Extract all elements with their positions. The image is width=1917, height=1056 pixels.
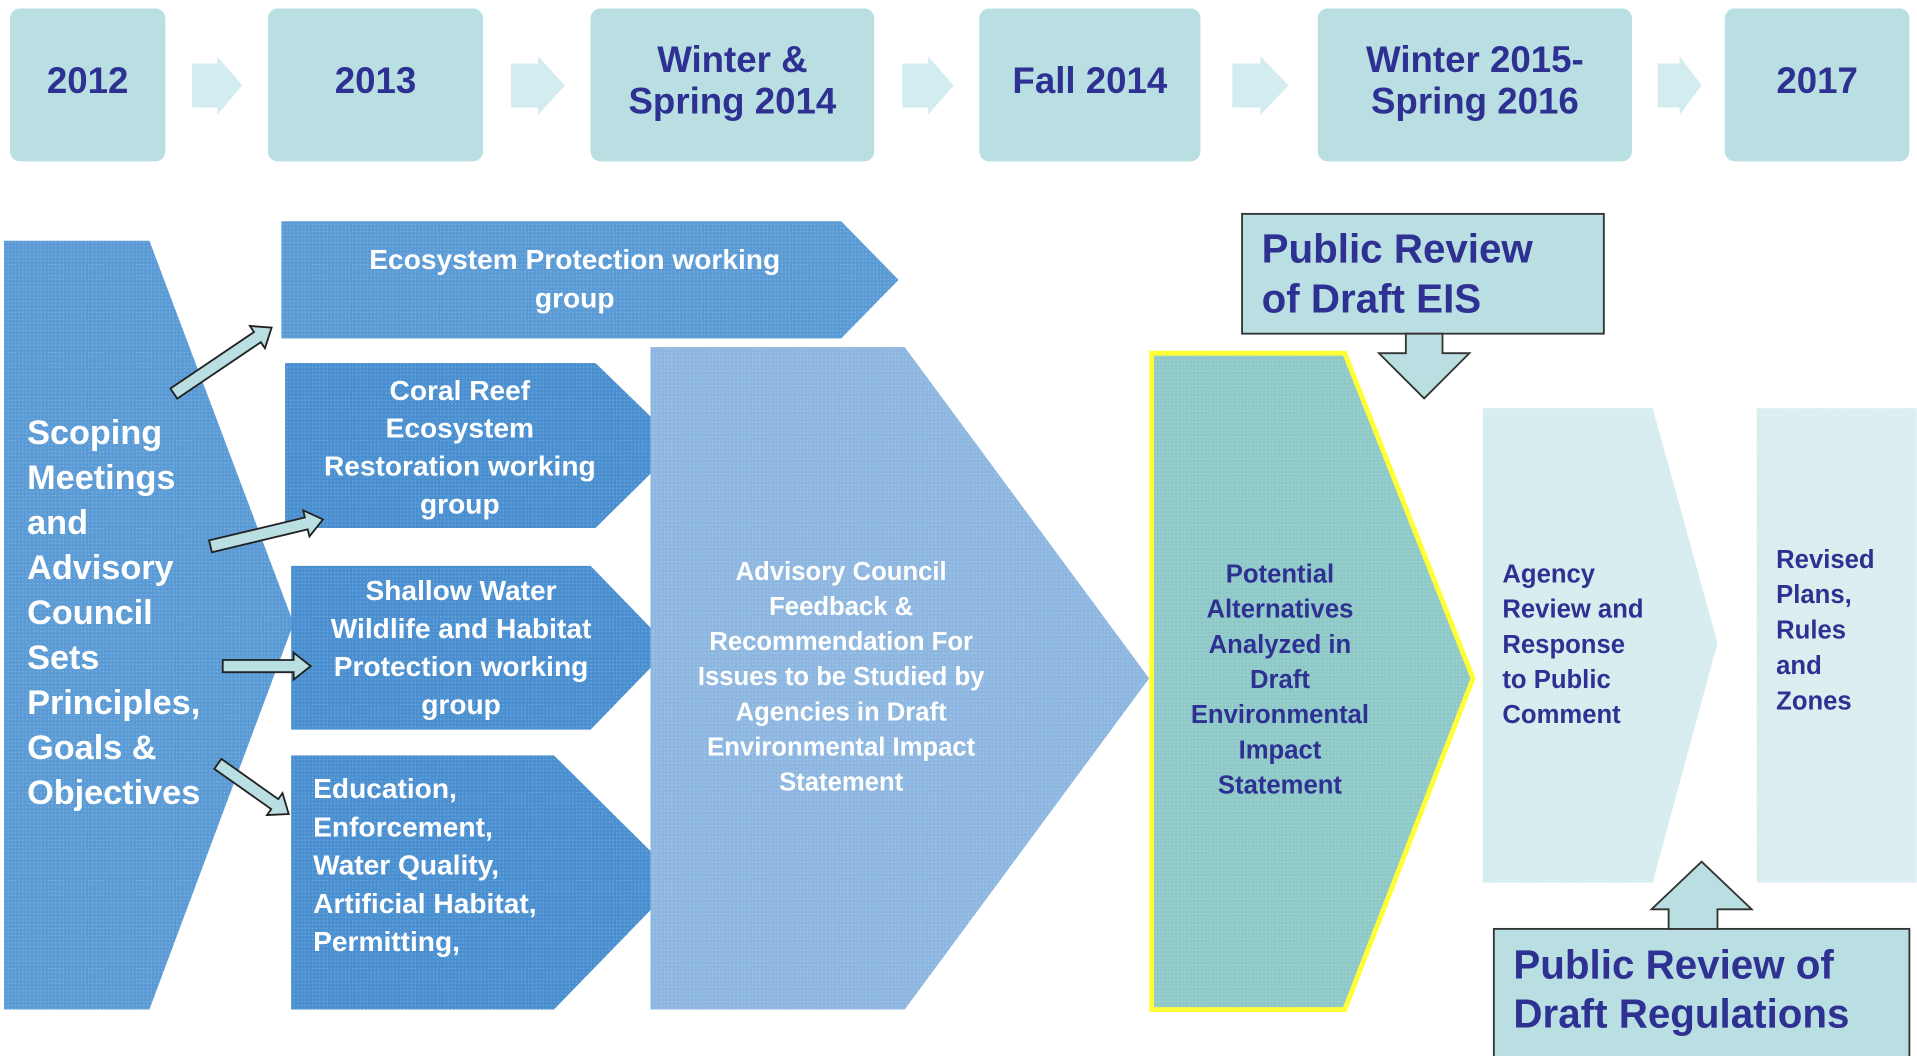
connector-arrow (207, 508, 325, 554)
scoping-label: Council (27, 594, 152, 632)
scoping-label: Meetings (27, 459, 175, 497)
working-group-label: Protection working (334, 651, 589, 682)
timeline-arrow (1657, 56, 1702, 115)
advisory-label: Advisory Council (736, 558, 947, 586)
working-group-label: group (420, 488, 500, 519)
timeline-box (590, 8, 875, 162)
callout-arrow (1649, 860, 1755, 930)
advisory-label: Feedback & (769, 593, 913, 621)
advisory-label: Recommendation For (709, 628, 973, 656)
agency-shape-texture (1482, 408, 1718, 883)
revised-shape-texture (1756, 408, 1917, 883)
advisory-label: Statement (779, 768, 903, 796)
timeline-box (1317, 8, 1632, 162)
callout-box (1241, 212, 1605, 335)
advisory-label: Issues to be Studied by (698, 663, 985, 691)
agency-label: Comment (1502, 701, 1621, 729)
working-group-shape-texture (281, 221, 899, 339)
timeline-label: Winter 2015- (1366, 39, 1584, 80)
timeline-arrow (511, 56, 565, 115)
working-group-label: Coral Reef (390, 375, 531, 406)
scoping-label: Objectives (27, 774, 200, 812)
draft-eis-shape-texture (1151, 353, 1474, 1010)
timeline-label: 2013 (335, 60, 417, 101)
draft-eis-label: Statement (1218, 772, 1342, 800)
advisory-label: Environmental Impact (707, 733, 975, 761)
working-group-label: Restoration working (324, 451, 596, 482)
callout-label: Draft Regulations (1513, 991, 1849, 1037)
working-group-label: Wildlife and Habitat (331, 613, 592, 644)
scoping-label: Principles, (27, 684, 200, 722)
revised-label: Plans, (1776, 581, 1852, 609)
scoping-label: Sets (27, 639, 99, 677)
callout-arrow (1376, 332, 1472, 400)
agency-label: Response (1502, 631, 1625, 659)
working-group-label: Education, (313, 773, 457, 804)
working-group-label: Ecosystem Protection working (369, 244, 780, 275)
timeline-arrow (902, 56, 954, 115)
timeline-arrow (192, 56, 243, 115)
agency-label: Review and (1502, 596, 1643, 624)
timeline-box (10, 8, 166, 162)
working-group-label: group (421, 689, 501, 720)
callout-box (1492, 927, 1911, 1056)
timeline-label: Fall 2014 (1012, 60, 1167, 101)
revised-label: Rules (1776, 617, 1846, 645)
draft-eis-label: Environmental (1191, 701, 1369, 729)
working-group-label: Water Quality, (313, 850, 499, 881)
callout-label: Public Review (1262, 225, 1534, 271)
timeline-box (1724, 8, 1910, 162)
working-group-shape-texture (291, 565, 671, 730)
scoping-label: Advisory (27, 549, 173, 587)
revised-label: and (1776, 652, 1822, 680)
timeline-label: Spring 2016 (1371, 81, 1579, 122)
timeline-box (979, 8, 1201, 162)
timeline-label: 2012 (47, 60, 129, 101)
draft-eis-label: Alternatives (1207, 596, 1354, 624)
working-group-label: group (535, 282, 615, 313)
timeline-label: Spring 2014 (628, 81, 836, 122)
revised-label: Zones (1776, 688, 1852, 716)
working-group-label: Enforcement, (313, 811, 493, 842)
connector-arrow (169, 324, 273, 400)
scoping-label: and (27, 504, 88, 542)
scoping-label: Scoping (27, 414, 162, 452)
timeline-arrow (1232, 56, 1289, 115)
working-group-label: Permitting, (313, 926, 460, 957)
draft-eis-label: Impact (1239, 736, 1322, 764)
draft-eis-label: Potential (1226, 560, 1334, 588)
scoping-label: Goals & (27, 729, 156, 767)
advisory-label: Agencies in Draft (736, 698, 947, 726)
draft-eis-label: Analyzed in (1209, 631, 1352, 659)
working-group-label: Shallow Water (366, 575, 557, 606)
draft-eis-label: Draft (1250, 666, 1310, 694)
timeline-box (267, 8, 484, 162)
layer: 2012 2013 Winter &Spring 2014 Fall 2014 Wint… (3, 8, 1917, 1056)
working-group-shape-texture (285, 363, 680, 528)
callout-label: Public Review of (1513, 942, 1834, 988)
timeline-label: 2017 (1776, 60, 1858, 101)
working-group-label: Ecosystem (386, 413, 534, 444)
connector-arrow (221, 650, 313, 682)
agency-label: Agency (1502, 560, 1595, 588)
advisory-shape-texture (650, 347, 1150, 1010)
callout-label: of Draft EIS (1262, 276, 1482, 322)
scoping-shape-texture (3, 240, 294, 1010)
connector-arrow (213, 757, 290, 817)
timeline-label: Winter & (657, 39, 807, 80)
working-group-label: Artificial Habitat, (313, 888, 536, 919)
revised-label: Revised (1776, 546, 1874, 574)
working-group-shape-texture (291, 755, 680, 1010)
agency-label: to Public (1502, 666, 1610, 694)
